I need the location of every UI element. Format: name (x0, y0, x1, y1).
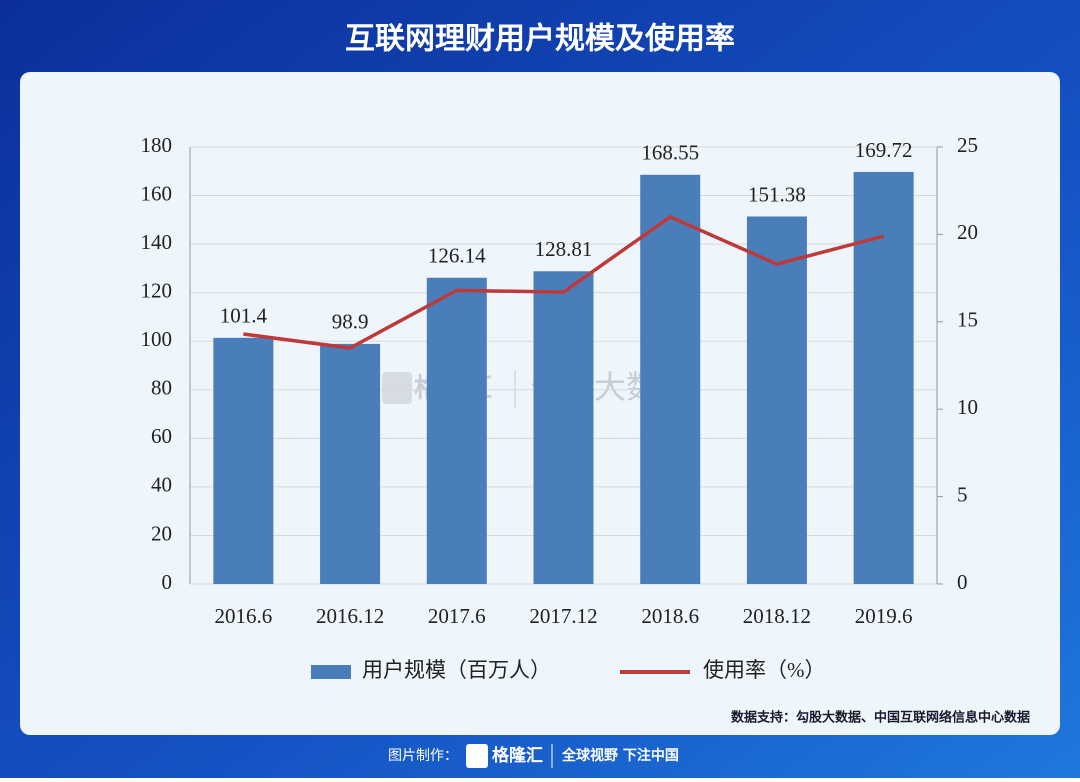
data-label: 151.38 (748, 182, 806, 206)
x-tick-label: 2019.6 (855, 604, 913, 628)
x-tick-label: 2018.12 (743, 604, 811, 628)
y-tick-label: 140 (141, 230, 173, 254)
watermark-logo (382, 372, 412, 404)
page-title: 互联网理财用户规模及使用率 (345, 22, 735, 57)
data-label: 101.4 (220, 304, 268, 328)
footer-logo-mark (466, 744, 488, 768)
x-tick-label: 2016.12 (316, 604, 384, 628)
footer-label: 图片制作： (388, 748, 458, 764)
y-tick-label: 160 (141, 181, 173, 205)
y-tick-label: 20 (151, 521, 172, 545)
y2-tick-label: 5 (957, 482, 968, 506)
x-tick-label: 2018.6 (641, 604, 699, 628)
bar (533, 271, 594, 584)
bar (320, 343, 381, 584)
bar (746, 216, 807, 584)
legend-label: 用户规模（百万人） (362, 658, 551, 682)
data-label: 126.14 (428, 244, 486, 268)
footer-logo: 格隆汇 (492, 745, 543, 766)
x-tick-label: 2016.6 (214, 604, 272, 628)
y2-tick-label: 25 (957, 133, 978, 157)
data-label: 168.55 (641, 141, 699, 165)
y-tick-label: 60 (151, 424, 172, 448)
source: 数据支持：勾股大数据、中国互联网络信息中心数据 (731, 710, 1030, 726)
y-tick-label: 0 (162, 570, 173, 594)
legend-label: 使用率（%） (703, 658, 826, 682)
x-tick-label: 2017.6 (428, 604, 486, 628)
y2-tick-label: 20 (957, 220, 978, 244)
line (243, 214, 885, 350)
bar (640, 174, 701, 585)
legend-swatch (311, 665, 351, 679)
y2-tick-label: 10 (957, 395, 978, 419)
y2-tick-label: 15 (957, 308, 978, 332)
y-tick-label: 40 (151, 473, 172, 497)
bar (426, 277, 487, 584)
bar (213, 337, 274, 584)
y-tick-label: 100 (141, 327, 173, 351)
bar (853, 171, 914, 584)
footer-slogan: 全球视野 下注中国 (561, 747, 679, 764)
data-label: 98.9 (332, 310, 369, 334)
y-tick-label: 80 (151, 376, 172, 400)
x-tick-label: 2017.12 (529, 604, 597, 628)
y2-tick-label: 0 (957, 570, 968, 594)
data-label: 169.72 (855, 138, 913, 162)
y-tick-label: 180 (141, 133, 173, 157)
y-tick-label: 120 (141, 278, 173, 302)
data-label: 128.81 (535, 237, 593, 261)
